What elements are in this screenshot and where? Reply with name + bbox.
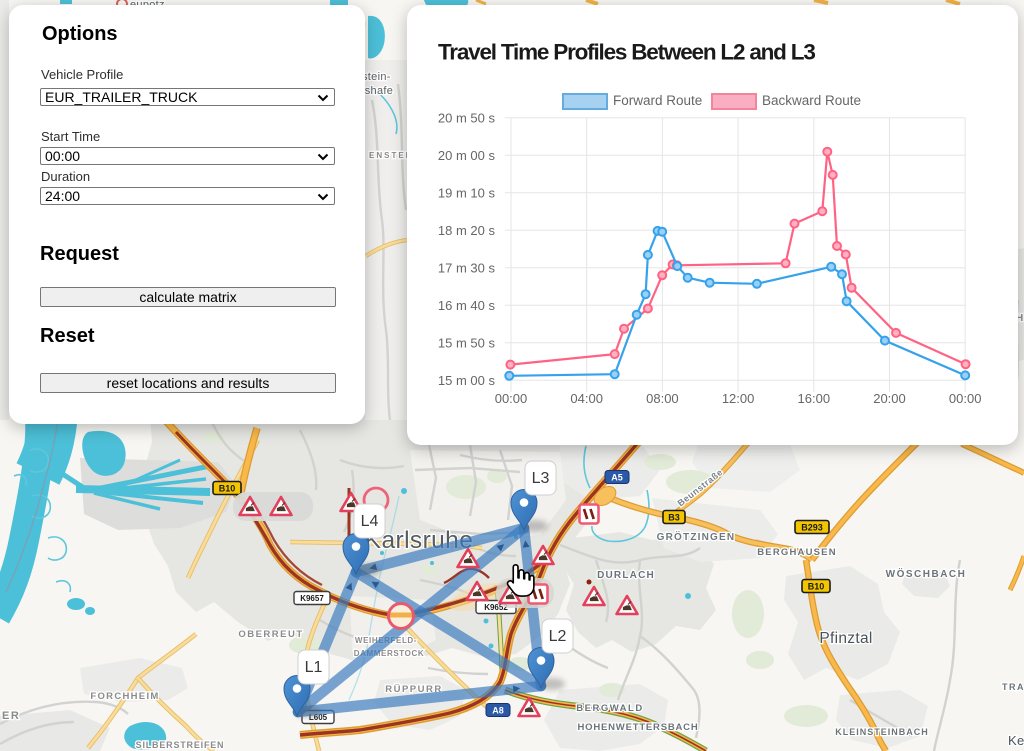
svg-text:KLEINSTEINBACH: KLEINSTEINBACH: [835, 727, 929, 737]
svg-text:17 m 30 s: 17 m 30 s: [438, 260, 496, 275]
svg-text:HOHENWETTERSBACH: HOHENWETTERSBACH: [578, 722, 699, 733]
svg-text:WÖSCHBACH: WÖSCHBACH: [886, 567, 967, 580]
svg-text:L605: L605: [309, 713, 328, 722]
svg-text:00:00: 00:00: [495, 391, 528, 406]
svg-text:20 m 00 s: 20 m 00 s: [438, 148, 496, 163]
svg-text:B10: B10: [808, 581, 825, 591]
svg-text:B10: B10: [219, 483, 236, 493]
svg-text:20:00: 20:00: [873, 391, 906, 406]
svg-text:ER: ER: [2, 710, 20, 722]
svg-text:08:00: 08:00: [646, 391, 679, 406]
svg-text:B293: B293: [801, 522, 823, 532]
svg-text:H: H: [1016, 313, 1024, 324]
svg-text:Backward Route: Backward Route: [762, 93, 861, 108]
svg-text:18 m 20 s: 18 m 20 s: [438, 223, 496, 238]
svg-text:GRÖTZINGEN: GRÖTZINGEN: [657, 530, 736, 543]
svg-text:L1: L1: [305, 659, 323, 676]
svg-text:20 m 50 s: 20 m 50 s: [438, 110, 496, 125]
svg-text:Ke: Ke: [1008, 733, 1024, 748]
svg-text:K9652: K9652: [484, 603, 508, 612]
svg-text:L4: L4: [361, 513, 379, 530]
svg-text:K9657: K9657: [300, 594, 324, 603]
svg-text:BERGWALD: BERGWALD: [576, 703, 643, 714]
svg-text:B3: B3: [668, 512, 680, 522]
svg-text:Pfinztal: Pfinztal: [819, 630, 872, 647]
svg-text:00:00: 00:00: [949, 391, 982, 406]
svg-text:SILBERSTREIFEN: SILBERSTREIFEN: [136, 740, 225, 750]
svg-text:12:00: 12:00: [722, 391, 755, 406]
svg-text:lshafe: lshafe: [362, 85, 393, 97]
svg-text:OBERREUT: OBERREUT: [238, 629, 303, 640]
svg-text:L2: L2: [549, 628, 567, 645]
svg-text:FORCHHEIM: FORCHHEIM: [90, 691, 159, 702]
svg-text:DAMMERSTOCK: DAMMERSTOCK: [354, 649, 424, 658]
svg-text:15 m 00 s: 15 m 00 s: [438, 373, 496, 388]
svg-text:19 m 10 s: 19 m 10 s: [438, 185, 496, 200]
svg-text:stein-: stein-: [362, 71, 391, 83]
svg-text:BERGHAUSEN: BERGHAUSEN: [757, 547, 837, 558]
svg-text:Travel Time Profiles Between L: Travel Time Profiles Between L2 and L3: [438, 40, 815, 65]
svg-text:A8: A8: [492, 705, 504, 715]
svg-text:04:00: 04:00: [570, 391, 603, 406]
svg-text:Forward Route: Forward Route: [613, 93, 702, 108]
svg-text:DURLACH: DURLACH: [597, 570, 655, 581]
svg-text:TRAISW: TRAISW: [1002, 682, 1024, 692]
svg-text:ENSTEI: ENSTEI: [369, 151, 410, 160]
svg-text:16:00: 16:00: [798, 391, 831, 406]
svg-text:16 m 40 s: 16 m 40 s: [438, 298, 496, 313]
svg-text:A5: A5: [611, 472, 623, 482]
svg-text:15 m 50 s: 15 m 50 s: [438, 335, 496, 350]
svg-text:L3: L3: [532, 470, 550, 487]
